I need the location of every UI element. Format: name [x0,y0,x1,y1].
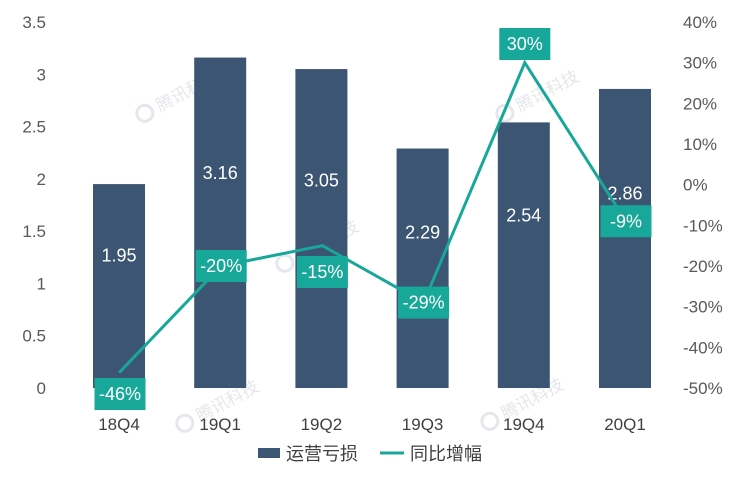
watermark-logo-icon [175,413,195,433]
category-label: 20Q1 [604,415,646,434]
watermark-text: 腾讯科技 [513,67,582,117]
right-tick-label: 40% [683,13,717,32]
line-label-box [398,286,450,319]
right-tick-label: -20% [683,257,723,276]
right-axis: -50% -40% -30% -20% -10% 0% 10% 20% 30% 40% [683,13,723,398]
right-tick-label: -40% [683,338,723,357]
right-tick-label: -50% [683,379,723,398]
left-tick-label: 0 [37,379,46,398]
left-tick-label: 3 [37,65,46,84]
left-tick-label: 1 [37,274,46,293]
legend-line-label: 同比增幅 [410,444,482,465]
bar-19Q2 [295,69,348,389]
category-axis: 18Q4 19Q1 19Q2 19Q3 19Q4 20Q1 [98,415,646,434]
line-point-19Q4 [523,61,527,65]
left-tick-label: 2 [37,170,46,189]
watermark-logo-icon [275,253,295,273]
left-tick-label: 0.5 [22,327,46,346]
line-label-text: -15% [301,262,343,282]
legend-bar-label: 运营亏损 [286,444,358,465]
legend: 运营亏损 同比增幅 [258,444,482,465]
line-label-box [296,256,348,288]
line-point-19Q2 [320,244,324,248]
line-label-text: -20% [200,256,242,276]
bar-label-20Q1: 2.86 [607,184,642,204]
watermark: 腾讯科技 [495,67,582,123]
line-label-19Q3: -29% [398,286,450,319]
line-label-box [94,378,146,410]
left-tick-label: 1.5 [22,222,46,241]
category-label: 19Q1 [199,415,241,434]
right-tick-label: 0% [683,176,708,195]
right-tick-label: 20% [683,94,717,113]
left-axis: 0 0.5 1 1.5 2 2.5 3 3.5 [22,13,46,398]
watermark-logo-icon [495,103,515,123]
line-labels: -46% -20% -15% -29% 30% -9% [94,28,652,410]
right-tick-label: 10% [683,135,717,154]
line-label-box [499,28,551,60]
legend-bar-swatch [258,448,280,458]
watermark-logo-icon [135,103,155,123]
line-label-20Q1: -9% [600,205,652,238]
line-label-box [195,250,247,282]
line-label-18Q4: -46% [94,378,146,410]
left-tick-label: 3.5 [22,13,46,32]
category-label: 19Q3 [402,415,444,434]
line-label-text: -29% [403,293,445,313]
line-label-19Q1: -20% [195,250,247,282]
left-tick-label: 2.5 [22,118,46,137]
category-label: 18Q4 [98,415,140,434]
bar-19Q1 [194,57,247,388]
category-label: 19Q4 [503,415,545,434]
bar-20Q1 [599,88,651,388]
watermark-logo-icon [480,411,500,431]
bar-labels: 1.95 3.16 3.05 2.29 2.54 2.86 [101,163,642,265]
line-point-18Q4 [118,370,122,374]
category-label: 19Q2 [301,415,343,434]
bar-label-19Q4: 2.54 [506,205,541,225]
bar-label-19Q3: 2.29 [405,222,440,242]
bar-label-19Q2: 3.05 [304,171,339,191]
right-tick-label: -30% [683,298,723,317]
right-tick-label: -10% [683,216,723,235]
bar-19Q3 [396,148,449,388]
line-label-text: 30% [507,34,543,54]
line-label-19Q4: 30% [499,28,551,60]
right-tick-label: 30% [683,54,717,73]
line-label-text: -9% [610,211,642,231]
line-path [118,59,628,373]
bar-18Q4 [93,184,145,388]
bar-label-18Q4: 1.95 [101,245,136,265]
bar-19Q4 [497,122,550,388]
line-label-19Q2: -15% [296,256,348,288]
line-label-text: -46% [99,384,141,404]
bar-label-19Q1: 3.16 [203,163,238,183]
line-label-box [600,205,652,238]
